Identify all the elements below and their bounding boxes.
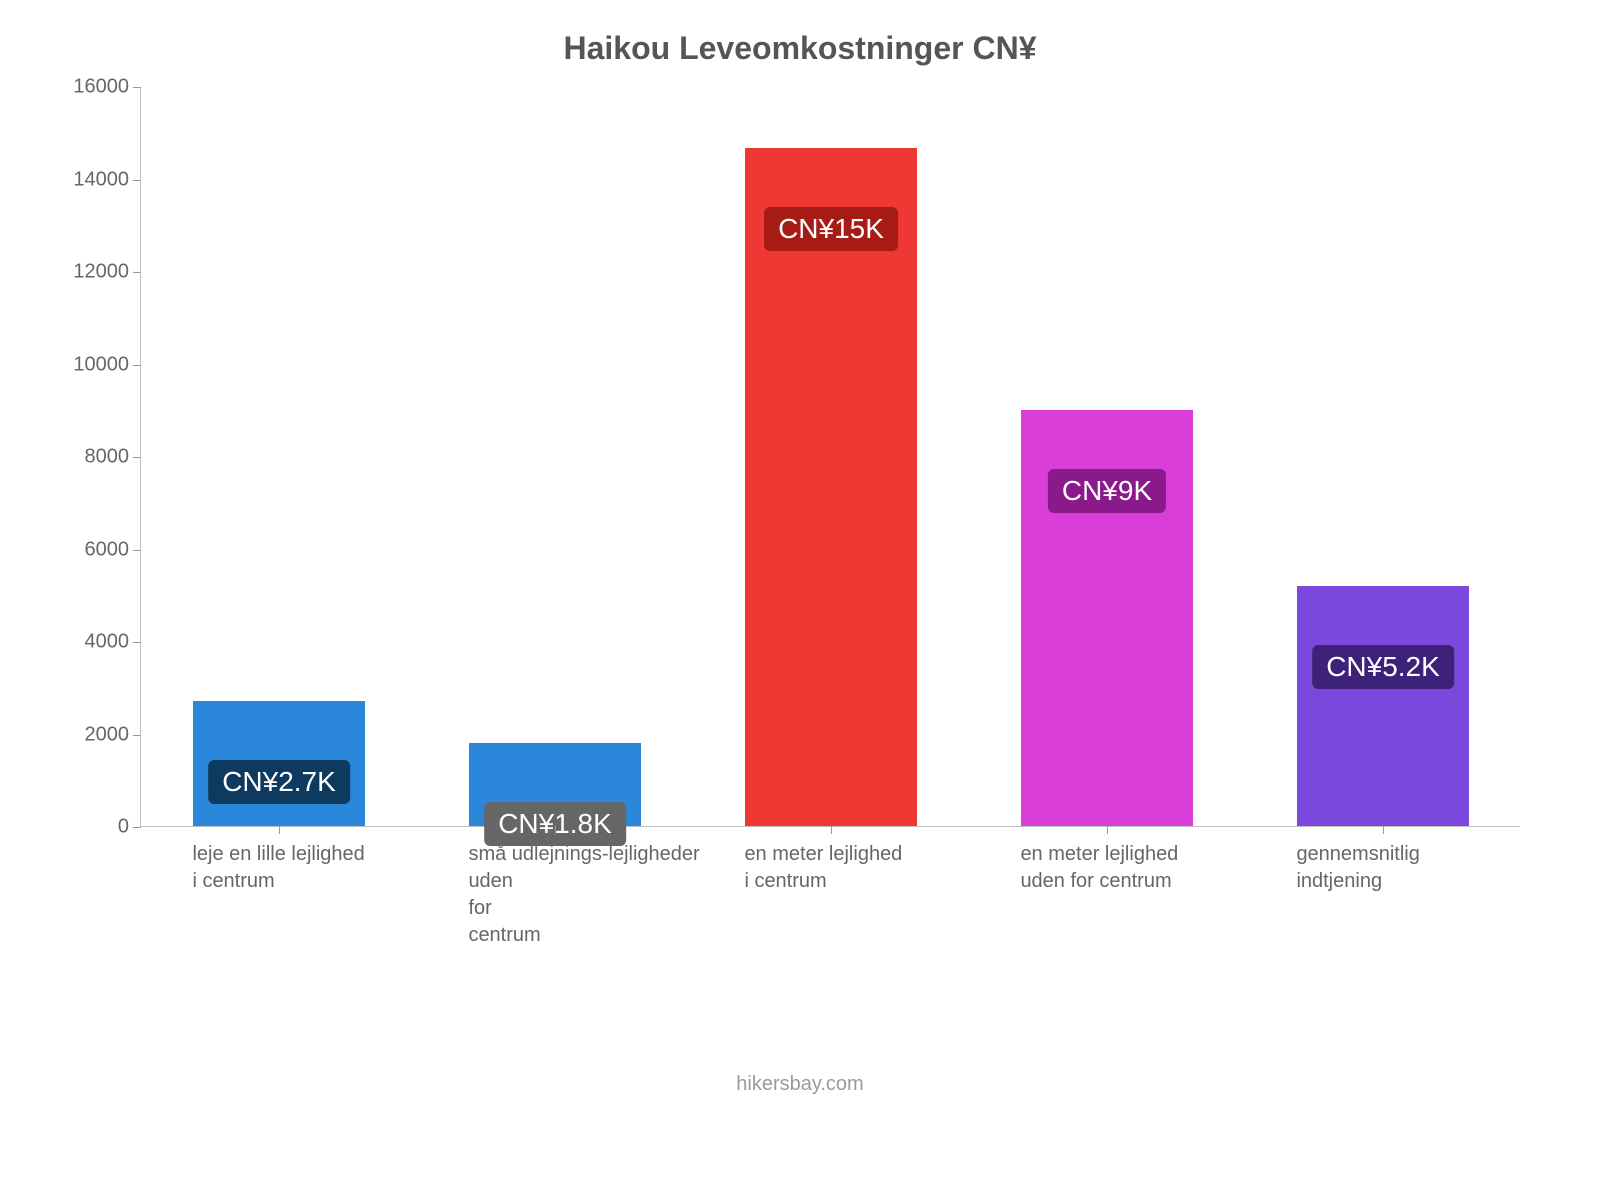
bar-value-label: CN¥2.7K — [208, 760, 350, 804]
y-tick-label: 4000 — [85, 631, 142, 654]
x-axis-label: leje en lille lejlighed i centrum — [192, 841, 364, 895]
y-tick-label: 2000 — [85, 723, 142, 746]
y-tick-label: 14000 — [73, 168, 141, 191]
y-tick-label: 16000 — [73, 76, 141, 99]
chart-title: Haikou Leveomkostninger CN¥ — [60, 30, 1540, 67]
chart-container: Haikou Leveomkostninger CN¥ 020004000600… — [60, 20, 1540, 1120]
attribution: hikersbay.com — [60, 1073, 1540, 1096]
y-tick-label: 0 — [118, 816, 141, 839]
y-tick-label: 8000 — [85, 446, 142, 469]
y-tick-label: 10000 — [73, 353, 141, 376]
plot-area: 0200040006000800010000120001400016000CN¥… — [140, 87, 1520, 827]
bar-value-label: CN¥15K — [764, 207, 898, 251]
y-tick-label: 6000 — [85, 538, 142, 561]
x-axis-label: en meter lejlighed i centrum — [744, 841, 902, 895]
x-axis-label: små udlejnings-lejligheder uden for cent… — [468, 841, 699, 949]
bar — [1297, 586, 1468, 827]
y-tick-label: 12000 — [73, 261, 141, 284]
x-axis-label: gennemsnitlig indtjening — [1296, 841, 1419, 895]
x-axis-label: en meter lejlighed uden for centrum — [1020, 841, 1178, 895]
bar-value-label: CN¥5.2K — [1312, 645, 1454, 689]
x-axis-labels: leje en lille lejlighed i centrum små udl… — [140, 827, 1520, 1027]
bar-value-label: CN¥9K — [1048, 469, 1166, 513]
